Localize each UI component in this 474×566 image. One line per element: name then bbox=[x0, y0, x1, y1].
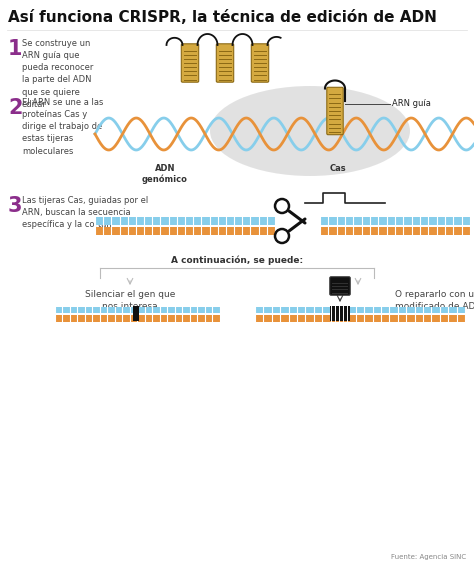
Text: Así funciona CRISPR, la técnica de edición de ADN: Así funciona CRISPR, la técnica de edici… bbox=[8, 10, 437, 25]
FancyBboxPatch shape bbox=[330, 277, 350, 295]
Text: A continuación, se puede:: A continuación, se puede: bbox=[171, 255, 303, 265]
FancyBboxPatch shape bbox=[251, 44, 269, 82]
Ellipse shape bbox=[210, 86, 410, 176]
Bar bbox=[55, 307, 220, 313]
Text: ADN
genómico: ADN genómico bbox=[142, 164, 188, 184]
Text: O repararlo con un fragmento
modificado de ADN: O repararlo con un fragmento modificado … bbox=[395, 290, 474, 311]
Text: ARN guía: ARN guía bbox=[392, 100, 431, 109]
Text: El ARN se une a las
proteínas Cas y
dirige el trabajo de
estas tijeras
molecular: El ARN se une a las proteínas Cas y diri… bbox=[22, 98, 103, 156]
FancyBboxPatch shape bbox=[327, 87, 343, 135]
Bar bbox=[320, 217, 470, 225]
Bar bbox=[255, 307, 465, 313]
FancyBboxPatch shape bbox=[181, 44, 199, 82]
Bar bbox=[95, 227, 275, 235]
Bar bbox=[330, 306, 350, 321]
Bar bbox=[255, 315, 465, 321]
Text: Fuente: Agencia SINC: Fuente: Agencia SINC bbox=[391, 554, 466, 560]
Text: 2: 2 bbox=[8, 98, 22, 118]
Text: 3: 3 bbox=[8, 196, 22, 216]
Text: Cas: Cas bbox=[330, 164, 346, 173]
Bar bbox=[55, 315, 220, 321]
Text: Se construye un
ARN guía que
pueda reconocer
la parte del ADN
que se quiere
edit: Se construye un ARN guía que pueda recon… bbox=[22, 39, 93, 109]
FancyBboxPatch shape bbox=[216, 44, 234, 82]
Text: Silenciar el gen que
nos interesa: Silenciar el gen que nos interesa bbox=[85, 290, 175, 311]
Bar bbox=[133, 306, 139, 321]
Text: Las tijeras Cas, guiadas por el
ARN, buscan la secuencia
específica y la cortan: Las tijeras Cas, guiadas por el ARN, bus… bbox=[22, 196, 148, 229]
Bar bbox=[320, 227, 470, 235]
Text: 1: 1 bbox=[8, 39, 22, 59]
Bar bbox=[95, 217, 275, 225]
